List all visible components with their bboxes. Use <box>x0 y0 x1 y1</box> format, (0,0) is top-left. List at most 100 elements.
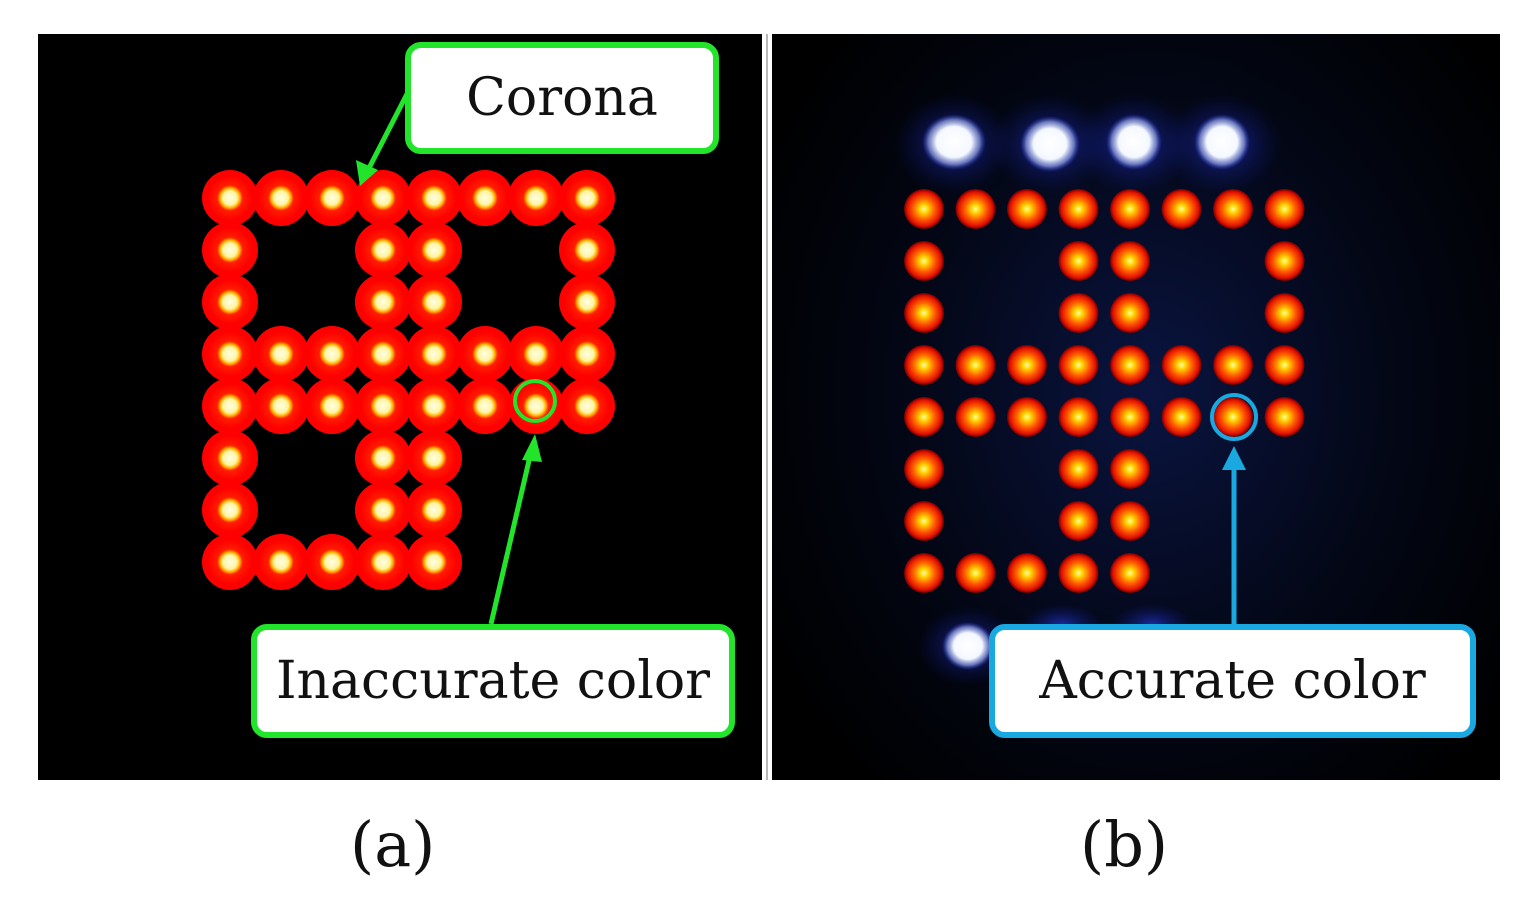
caption-b: (b) <box>1080 808 1169 881</box>
led-dot <box>904 345 944 385</box>
led-dot <box>1110 501 1150 541</box>
inaccurate-arrow-icon <box>488 451 534 625</box>
led-dot <box>412 228 456 272</box>
led-dot <box>259 332 303 376</box>
led-dot <box>1213 189 1253 229</box>
led-dot <box>208 384 252 428</box>
led-dot <box>208 332 252 376</box>
led-dot <box>1058 345 1099 385</box>
led-dot <box>361 280 405 324</box>
led-dot <box>904 501 944 541</box>
led-dot <box>310 332 354 376</box>
led-dot <box>259 540 303 584</box>
led-dot <box>208 176 252 220</box>
corona-arrowhead-icon <box>356 160 378 186</box>
led-dot <box>259 176 303 220</box>
led-dot <box>565 280 609 324</box>
led-dot <box>904 293 944 333</box>
led-dot <box>412 280 456 324</box>
led-dot <box>1161 189 1202 229</box>
led-dot <box>1007 397 1047 437</box>
led-dot <box>1213 397 1253 437</box>
led-dot <box>1007 189 1047 229</box>
led-dot <box>1058 449 1099 489</box>
led-dot <box>208 488 252 532</box>
white-leds-top <box>894 94 1282 194</box>
led-dot <box>904 449 944 489</box>
led-dot <box>1264 293 1305 333</box>
led-dot <box>904 189 944 229</box>
caption-a: (a) <box>350 808 436 881</box>
led-dot <box>565 384 609 428</box>
led-dot <box>1110 241 1150 281</box>
led-dot <box>955 345 996 385</box>
led-dot <box>412 332 456 376</box>
highlight-ring-a <box>513 379 557 423</box>
led-dot <box>565 176 609 220</box>
led-dot <box>904 553 944 593</box>
led-dot <box>412 540 456 584</box>
led-dot <box>904 241 944 281</box>
led-dot <box>463 176 507 220</box>
led-dot <box>1161 345 1202 385</box>
led-dot <box>1058 501 1099 541</box>
led-dot <box>361 488 405 532</box>
led-dot <box>1007 345 1047 385</box>
led-dot <box>514 176 558 220</box>
led-dot <box>565 332 609 376</box>
led-dot <box>955 553 996 593</box>
led-dot <box>208 540 252 584</box>
led-dot <box>361 436 405 480</box>
led-dot <box>361 332 405 376</box>
led-dot <box>310 176 354 220</box>
led-dot <box>1058 241 1099 281</box>
led-dot <box>361 228 405 272</box>
panel-divider <box>762 34 772 780</box>
led-dot <box>1110 553 1150 593</box>
led-dot <box>412 488 456 532</box>
led-dot <box>463 332 507 376</box>
led-dot <box>565 228 609 272</box>
led-dot <box>361 384 405 428</box>
accurate-color-label: Accurate color <box>989 624 1476 738</box>
photo-panel-a <box>38 34 762 780</box>
led-dot <box>208 436 252 480</box>
led-dot <box>1110 293 1150 333</box>
led-dot <box>1110 345 1150 385</box>
accurate-arrowhead-icon <box>1222 446 1246 470</box>
led-dot <box>514 332 558 376</box>
led-dot <box>463 384 507 428</box>
led-dot <box>412 384 456 428</box>
led-dot <box>1007 553 1047 593</box>
led-dot <box>955 397 996 437</box>
led-dot <box>955 189 996 229</box>
corona-arrow-icon <box>363 90 411 176</box>
led-dot <box>1058 397 1099 437</box>
led-dot <box>310 540 354 584</box>
led-dot <box>208 280 252 324</box>
led-dot <box>412 176 456 220</box>
led-dot <box>310 384 354 428</box>
led-dot <box>1110 397 1150 437</box>
led-dot <box>259 384 303 428</box>
led-dot <box>1264 397 1305 437</box>
led-matrix-a <box>202 90 615 625</box>
led-dot <box>1110 449 1150 489</box>
led-dot <box>1264 189 1305 229</box>
led-dot <box>1058 293 1099 333</box>
inaccurate-arrowhead-icon <box>522 434 542 462</box>
inaccurate-color-label: Inaccurate color <box>251 624 735 738</box>
led-dot <box>361 176 405 220</box>
led-matrix-b <box>894 94 1305 686</box>
led-dot <box>904 397 944 437</box>
led-dot <box>1058 189 1099 229</box>
led-dot <box>1161 397 1202 437</box>
led-dot <box>208 228 252 272</box>
corona-label: Corona <box>405 42 719 154</box>
led-dot <box>361 540 405 584</box>
led-dot <box>412 436 456 480</box>
led-dot <box>1058 553 1099 593</box>
led-dot <box>1110 189 1150 229</box>
led-dot <box>1264 241 1305 281</box>
highlight-ring-b <box>1210 393 1258 441</box>
